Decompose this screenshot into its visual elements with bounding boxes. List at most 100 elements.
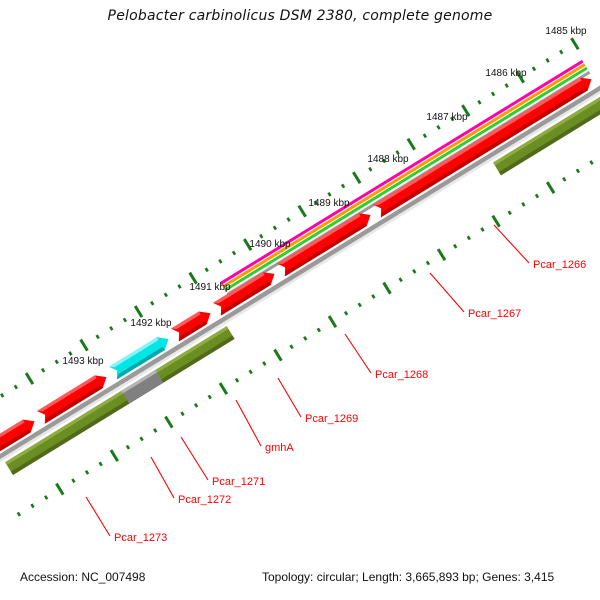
- scale-tick-mark: [234, 377, 240, 383]
- gene-1272-grey[interactable]: [121, 369, 164, 404]
- scale-tick-mark: [395, 150, 400, 155]
- band-orange: [222, 63, 586, 289]
- leader-line-Pcar_1272: [150, 456, 175, 499]
- gene-label-Pcar_1268[interactable]: Pcar_1268: [375, 369, 428, 381]
- scale-tick-label: 1487 kbp: [426, 112, 468, 123]
- scale-tick-mark: [79, 338, 89, 352]
- scale-tick-mark: [504, 83, 509, 88]
- scale-tick-mark: [466, 235, 471, 241]
- scale-tick-mark: [54, 359, 59, 365]
- scale-tick-mark: [0, 392, 5, 398]
- gene-1266[interactable]: [372, 77, 592, 218]
- scale-tick-mark: [30, 503, 35, 509]
- gene-1268[interactable]: [212, 272, 275, 316]
- gene-1269[interactable]: [170, 311, 211, 342]
- accession-text: Accession: NC_007498: [20, 570, 146, 584]
- scale-tick-mark: [534, 193, 540, 199]
- scale-tick-mark: [436, 125, 441, 130]
- gene-1273-highlight: [5, 326, 229, 466]
- scale-tick-mark: [16, 511, 22, 517]
- scale-tick-mark: [24, 372, 35, 385]
- tick-ring-inner: [0, 37, 580, 398]
- band-green: [224, 66, 588, 292]
- scale-tick-mark: [289, 344, 294, 350]
- reverse-strand-genes[interactable]: [5, 96, 600, 475]
- tick-ring-outer: [16, 160, 594, 517]
- scale-tick-mark: [327, 192, 332, 197]
- scale-tick-mark: [262, 361, 267, 366]
- gene-label-gmhA[interactable]: gmhA: [265, 442, 294, 454]
- leader-line-Pcar_1267: [429, 272, 465, 313]
- scale-tick-label: 1485 kbp: [545, 26, 587, 37]
- scale-tick-mark: [453, 243, 458, 249]
- leader-line-Pcar_1268: [344, 333, 372, 374]
- scale-tick-mark: [316, 327, 321, 333]
- scale-tick-mark: [490, 91, 496, 97]
- gene-labels[interactable]: Pcar_1266 Pcar_1267 Pcar_1268 Pcar_1269 gmhA…: [114, 259, 586, 544]
- scale-tick-mark: [122, 317, 128, 323]
- gene-1269-highlight: [170, 311, 201, 330]
- forward-strand-genes[interactable]: [0, 77, 592, 452]
- scale-tick-label: 1489 kbp: [308, 198, 350, 209]
- scale-tick-mark: [425, 260, 431, 266]
- gene-label-Pcar_1271[interactable]: Pcar_1271: [212, 476, 265, 488]
- scale-tick-mark: [436, 248, 447, 261]
- scale-tick-mark: [480, 227, 485, 232]
- scale-tick-mark: [368, 166, 373, 172]
- scale-tick-mark: [248, 369, 253, 375]
- scale-tick-mark: [450, 116, 455, 122]
- gene-label-Pcar_1272[interactable]: Pcar_1272: [178, 494, 231, 506]
- backbone-bar: [0, 85, 600, 460]
- scale-tick-mark: [259, 233, 264, 239]
- gene-1272-grey-highlight: [121, 369, 157, 394]
- gene-label-leaders: [85, 224, 530, 537]
- scale-tick-mark: [109, 325, 114, 331]
- scale-tick-mark: [204, 267, 209, 273]
- gene-1267-highlight: [276, 213, 361, 265]
- scale-tick-mark: [13, 384, 19, 390]
- gene-1271-shadow: [44, 384, 103, 424]
- scale-tick-mark: [43, 495, 49, 500]
- gene-1273[interactable]: [5, 326, 235, 475]
- gene-1268-shadow: [220, 281, 271, 316]
- gene-label-Pcar_1269[interactable]: Pcar_1269: [305, 413, 358, 425]
- leader-line-Pcar_1271: [180, 436, 209, 481]
- gene-label-Pcar_1267[interactable]: Pcar_1267: [468, 308, 521, 320]
- gene-gmhA[interactable]: [108, 337, 169, 380]
- gene-1271[interactable]: [36, 375, 107, 424]
- gene-label-Pcar_1266[interactable]: Pcar_1266: [533, 259, 586, 271]
- scale-tick-mark: [231, 250, 237, 256]
- scale-tick-mark: [327, 315, 338, 328]
- gene-1267-shadow: [284, 222, 367, 277]
- scale-tick-mark: [55, 482, 65, 496]
- scale-tick-mark: [371, 294, 376, 299]
- scale-tick-mark: [545, 58, 550, 63]
- scale-tick-mark: [545, 181, 556, 194]
- band-magenta: [219, 59, 584, 285]
- backbone-bar: [0, 90, 600, 463]
- scale-tick-mark: [71, 478, 76, 484]
- scale-tick-mark: [84, 469, 90, 475]
- scale-tick-mark: [180, 411, 185, 417]
- scale-tick-mark: [575, 168, 581, 174]
- scale-tick-label: 1486 kbp: [485, 68, 527, 79]
- scale-tick-mark: [357, 302, 362, 308]
- scale-tick-mark: [570, 37, 580, 51]
- gene-1267[interactable]: [276, 213, 371, 277]
- scale-tick-mark: [272, 225, 278, 231]
- scale-tick-mark: [40, 367, 46, 373]
- scale-tick-mark: [406, 137, 416, 151]
- scale-tick-mark: [273, 348, 283, 362]
- scale-tick-mark: [461, 104, 471, 117]
- scale-tick-mark: [286, 217, 291, 222]
- scale-tick-mark: [163, 292, 168, 298]
- gene-label-Pcar_1273[interactable]: Pcar_1273: [114, 532, 167, 544]
- gene-rev-right-shadow: [498, 109, 600, 176]
- statusbar: Accession: NC_007498 Topology: circular;…: [0, 570, 600, 600]
- scale-tick-mark: [531, 66, 537, 72]
- leader-line-Pcar_1273: [85, 496, 111, 537]
- scale-tick-mark: [218, 382, 229, 395]
- scale-tick-mark: [207, 394, 212, 400]
